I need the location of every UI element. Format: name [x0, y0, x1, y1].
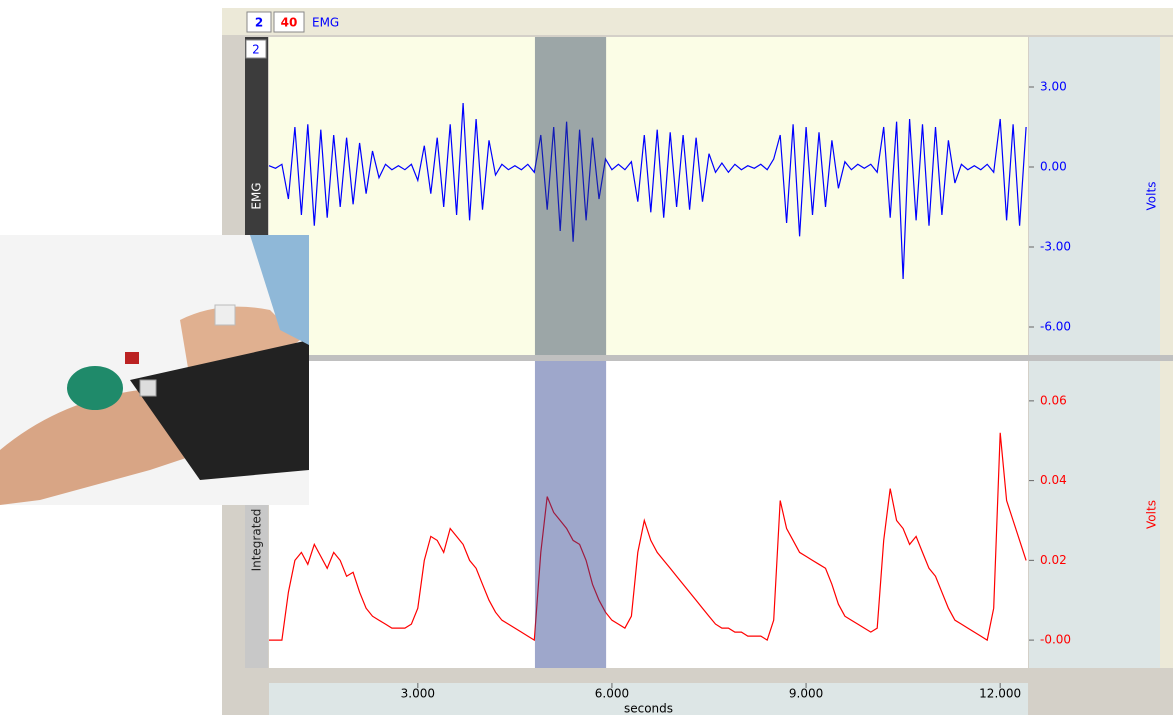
toolbar-item[interactable]: EMG	[312, 16, 339, 30]
x-tick-label: 9.000	[789, 687, 823, 701]
y-tick-label: -6.00	[1040, 320, 1071, 334]
y-tick-label: -0.00	[1040, 633, 1071, 647]
selection	[535, 361, 606, 668]
toolbar-item[interactable]: 40	[281, 16, 298, 30]
channel-label: Integrated	[250, 509, 264, 572]
photo-ball	[67, 366, 123, 410]
inset-photo	[0, 235, 309, 505]
scrollbar[interactable]	[1160, 37, 1173, 355]
y-tick-label: 0.06	[1040, 393, 1067, 407]
y-tick-label: 0.04	[1040, 473, 1067, 487]
y-axis-label: Volts	[1145, 182, 1159, 211]
scrollbar[interactable]	[1160, 361, 1173, 668]
toolbar-item[interactable]: 2	[255, 16, 263, 30]
photo-electrode	[140, 380, 156, 396]
x-tick-label: 3.000	[401, 687, 435, 701]
x-tick-label: 12.000	[979, 687, 1021, 701]
y-tick-label: 0.00	[1040, 160, 1067, 174]
y-tick-label: -3.00	[1040, 240, 1071, 254]
x-axis-label: seconds	[624, 702, 673, 716]
channel-label: EMG	[250, 182, 264, 209]
y-axis-label: Volts	[1145, 500, 1159, 529]
channel-number[interactable]: 2	[252, 43, 260, 57]
y-tick-label: 3.00	[1040, 80, 1067, 94]
app-window: 2 40 EMG 2 EMG Integrated 3.00 0.00 -3.00 -…	[0, 0, 1173, 715]
y-tick-label: 0.02	[1040, 553, 1067, 567]
divider	[269, 355, 1173, 361]
x-tick-label: 6.000	[595, 687, 629, 701]
toolbar	[222, 8, 1173, 35]
photo-electrode	[215, 305, 235, 325]
photo-electrode	[125, 352, 139, 364]
selection	[535, 37, 606, 355]
